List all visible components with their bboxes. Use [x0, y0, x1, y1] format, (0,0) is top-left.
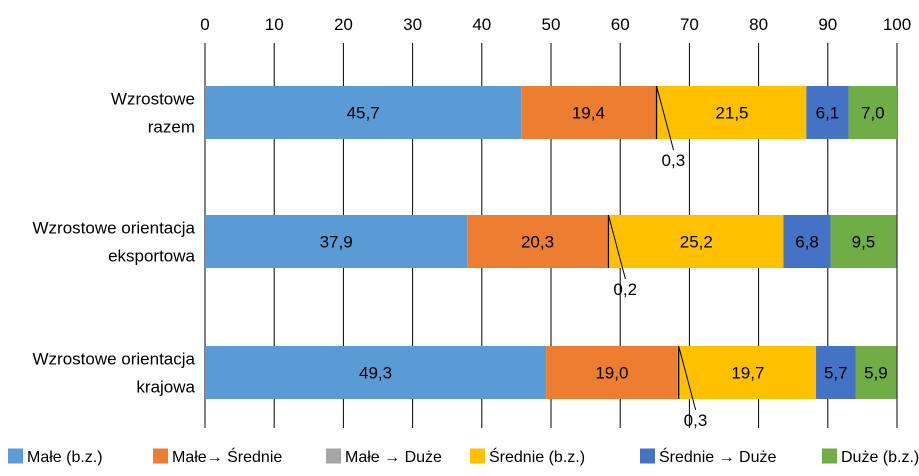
legend-label-3: Średnie (b.z.) — [489, 447, 585, 466]
data-label-0-3: 21,5 — [715, 104, 748, 123]
bar-segment-0-4 — [806, 86, 849, 139]
callout-leader-2 — [678, 345, 697, 411]
legend-swatch-4 — [640, 448, 655, 464]
category-label-1-line-1: eksportowa — [108, 247, 195, 266]
x-axis-ticks: 0 10 20 30 40 50 60 70 80 90 100 — [200, 15, 911, 34]
category-label-1-line-0: Wzrostowe orientacja — [32, 219, 195, 238]
data-label-0-2: 0,3 — [662, 151, 686, 170]
category-label-0-line-0: Wzrostowe — [111, 90, 195, 109]
data-label-0-1: 19,4 — [572, 104, 605, 123]
category-label-0-line-1: razem — [148, 118, 195, 137]
data-label-2-1: 19,0 — [595, 364, 628, 383]
tick-label-80: 80 — [749, 15, 768, 34]
tick-label-40: 40 — [472, 15, 491, 34]
legend: Małe (b.z.) Małe→ Średnie Małe → Duże Średn… — [8, 447, 919, 466]
data-label-1-5: 9,5 — [852, 233, 876, 252]
bar-segment-0-0 — [205, 86, 522, 139]
data-label-2-3: 19,7 — [731, 364, 764, 383]
data-label-1-2: 0,2 — [613, 280, 637, 299]
bar-segment-0-3 — [657, 86, 807, 139]
bar-segment-1-4 — [783, 215, 831, 268]
bar-segment-2-4 — [816, 346, 856, 399]
legend-swatch-5 — [822, 448, 837, 464]
bar-segment-0-1 — [521, 86, 656, 139]
legend-label-4: Średnie → Duże — [659, 447, 776, 466]
data-label-2-4: 5,7 — [824, 364, 848, 383]
tick-label-0: 0 — [200, 15, 209, 34]
category-label-2-line-1: krajowa — [136, 378, 195, 397]
bar-segment-2-3 — [679, 346, 817, 399]
tick-label-70: 70 — [680, 15, 699, 34]
bar-segment-1-3 — [609, 215, 784, 268]
data-label-0-0: 45,7 — [347, 104, 380, 123]
legend-swatch-0 — [8, 448, 23, 464]
data-label-2-0: 49,3 — [359, 364, 392, 383]
data-label-1-4: 6,8 — [795, 233, 819, 252]
legend-label-0: Małe (b.z.) — [27, 449, 103, 466]
tick-label-30: 30 — [403, 15, 422, 34]
data-label-2-2: 0,3 — [684, 411, 708, 430]
data-label-0-5: 7,0 — [861, 104, 885, 123]
bar-segment-1-0 — [205, 215, 468, 268]
legend-label-2: Małe → Duże — [345, 449, 442, 466]
tick-label-90: 90 — [818, 15, 837, 34]
tick-label-100: 100 — [883, 15, 911, 34]
tick-label-20: 20 — [334, 15, 353, 34]
bar-segment-0-5 — [848, 86, 897, 139]
callout-leader-0 — [656, 85, 675, 151]
data-label-1-3: 25,2 — [680, 233, 713, 252]
tick-label-50: 50 — [542, 15, 561, 34]
data-label-2-5: 5,9 — [864, 364, 888, 383]
legend-label-1: Małe→ Średnie — [172, 447, 282, 466]
bar-segment-1-1 — [467, 215, 608, 268]
bar-segment-2-5 — [855, 346, 897, 399]
bar-segment-1-5 — [830, 215, 897, 268]
data-label-1-0: 37,9 — [320, 233, 353, 252]
data-label-0-4: 6,1 — [816, 104, 840, 123]
legend-label-5: Duże (b.z.) — [841, 449, 919, 466]
legend-swatch-1 — [153, 448, 168, 464]
legend-swatch-2 — [326, 448, 341, 464]
callouts: 0,3 0,2 0,3 — [607, 85, 708, 430]
category-label-2-line-0: Wzrostowe orientacja — [32, 350, 195, 369]
legend-swatch-3 — [470, 448, 485, 464]
callout-leader-1 — [607, 214, 626, 280]
bars: 45,7 19,4 21,5 6,1 7,0 37,9 20,3 25,2 6,8 9,5 49,3… — [205, 86, 897, 399]
bar-segment-2-0 — [205, 346, 547, 399]
tick-label-60: 60 — [611, 15, 630, 34]
category-labels: Wzrostowe razem Wzrostowe orientacja ekspor… — [32, 90, 195, 397]
bar-segment-2-1 — [546, 346, 678, 399]
tick-label-10: 10 — [265, 15, 284, 34]
data-label-1-1: 20,3 — [521, 233, 554, 252]
